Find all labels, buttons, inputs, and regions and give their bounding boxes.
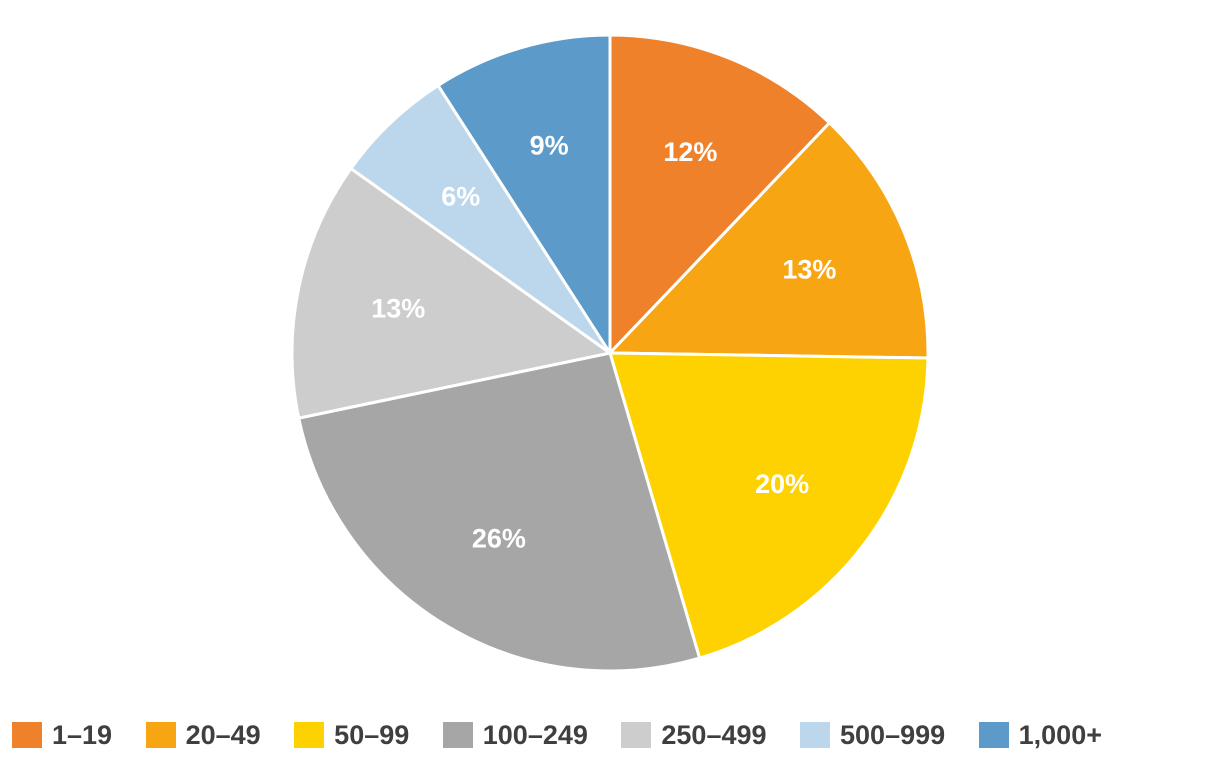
legend-swatch-icon — [442, 722, 473, 748]
legend-swatch-icon — [12, 722, 42, 748]
legend-swatch-icon — [294, 722, 325, 748]
slice-label-100–249: 26% — [472, 524, 526, 554]
pie-slice-20–49 — [608, 121, 930, 360]
legend-item-20–49: 20–49 — [145, 720, 261, 750]
legend-swatch-icon — [621, 722, 652, 748]
legend-item-250–499: 250–499 — [621, 720, 767, 750]
pie-slice-100–249 — [297, 351, 702, 673]
slice-label-250–499: 13% — [371, 294, 425, 324]
legend-item-500–999: 500–999 — [800, 720, 946, 750]
legend-item-1,000+: 1,000+ — [978, 720, 1102, 750]
pie-slice-1–19 — [608, 33, 831, 355]
slice-label-1–19: 12% — [663, 137, 717, 167]
pie-slice-1,000+ — [436, 33, 612, 355]
legend-item-1–19: 1–19 — [12, 720, 113, 750]
slice-label-1,000+: 9% — [530, 131, 569, 161]
legend-swatch-icon — [978, 722, 1009, 748]
slice-label-500–999: 6% — [441, 182, 480, 212]
legend-label: 500–999 — [840, 720, 946, 750]
pie-slice-250–499 — [290, 167, 612, 420]
legend-swatch-icon — [800, 722, 831, 748]
chart-legend: 1–19 20–49 50–99 100–249 250–499 500–999 1,000… — [0, 720, 1220, 750]
slice-label-20–49: 13% — [782, 255, 836, 285]
pie-chart: 12% 13% 20% 26% 13% 6% 9% — [290, 33, 930, 673]
pie-slice-500–999 — [349, 83, 612, 355]
legend-swatch-icon — [145, 722, 176, 748]
pie-slice-50–99 — [608, 351, 930, 660]
slice-label-50–99: 20% — [755, 469, 809, 499]
legend-label: 1–19 — [52, 720, 113, 750]
legend-label: 100–249 — [482, 720, 588, 750]
legend-item-100–249: 100–249 — [442, 720, 588, 750]
legend-label: 1,000+ — [1018, 720, 1102, 750]
legend-label: 50–99 — [334, 720, 410, 750]
legend-item-50–99: 50–99 — [294, 720, 410, 750]
legend-label: 250–499 — [661, 720, 767, 750]
pie-chart-area: 12% 13% 20% 26% 13% 6% 9% — [290, 33, 930, 673]
legend-label: 20–49 — [185, 720, 261, 750]
